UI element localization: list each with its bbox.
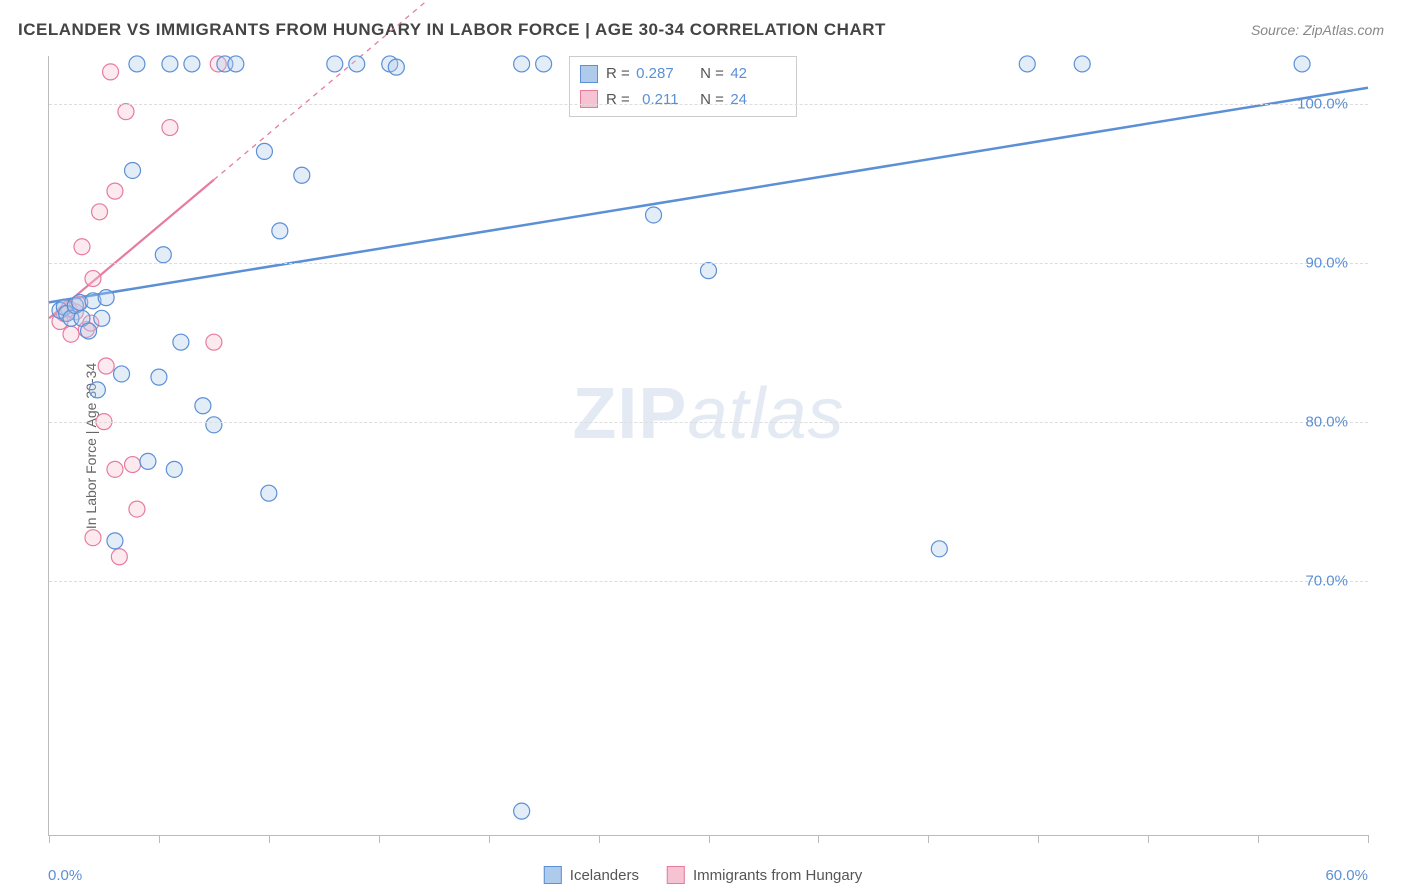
r-label-1: R = (606, 61, 632, 87)
stats-row-2: R = 0.211 N = 24 (580, 87, 786, 113)
scatter-svg (49, 56, 1368, 835)
y-tick-label: 70.0% (1305, 572, 1348, 589)
legend-item-2: Immigrants from Hungary (667, 866, 862, 884)
x-axis-min-label: 0.0% (48, 867, 82, 884)
legend-label-1: Icelanders (570, 867, 639, 884)
x-tick (599, 835, 600, 843)
x-tick (1368, 835, 1369, 843)
r-value-2: 0.211 (636, 87, 692, 113)
x-tick (1038, 835, 1039, 843)
n-value-1: 42 (730, 61, 786, 87)
legend-swatch-1 (544, 866, 562, 884)
gridline-h (49, 581, 1368, 582)
source-attribution: Source: ZipAtlas.com (1251, 22, 1384, 38)
legend-item-1: Icelanders (544, 866, 639, 884)
gridline-h (49, 104, 1368, 105)
legend-label-2: Immigrants from Hungary (693, 867, 862, 884)
swatch-series-2 (580, 90, 598, 108)
plot-area: ZIPatlas R = 0.287 N = 42 R = 0.211 N = … (48, 56, 1368, 836)
x-tick (928, 835, 929, 843)
x-tick (818, 835, 819, 843)
r-value-1: 0.287 (636, 61, 692, 87)
series-legend: Icelanders Immigrants from Hungary (544, 866, 862, 884)
n-value-2: 24 (730, 87, 786, 113)
n-label-1: N = (700, 61, 726, 87)
x-tick (1258, 835, 1259, 843)
chart-title: ICELANDER VS IMMIGRANTS FROM HUNGARY IN … (18, 20, 886, 40)
x-tick (159, 835, 160, 843)
x-tick (709, 835, 710, 843)
legend-swatch-2 (667, 866, 685, 884)
y-tick-label: 80.0% (1305, 413, 1348, 430)
x-axis-max-label: 60.0% (1325, 867, 1368, 884)
x-tick (489, 835, 490, 843)
y-tick-label: 90.0% (1305, 254, 1348, 271)
gridline-h (49, 263, 1368, 264)
n-label-2: N = (700, 87, 726, 113)
stats-row-1: R = 0.287 N = 42 (580, 61, 786, 87)
gridline-h (49, 422, 1368, 423)
r-label-2: R = (606, 87, 632, 113)
x-tick (49, 835, 50, 843)
stats-legend: R = 0.287 N = 42 R = 0.211 N = 24 (569, 56, 797, 117)
swatch-series-1 (580, 65, 598, 83)
x-tick (379, 835, 380, 843)
x-tick (1148, 835, 1149, 843)
x-tick (269, 835, 270, 843)
y-tick-label: 100.0% (1297, 95, 1348, 112)
chart-container: ICELANDER VS IMMIGRANTS FROM HUNGARY IN … (0, 0, 1406, 892)
